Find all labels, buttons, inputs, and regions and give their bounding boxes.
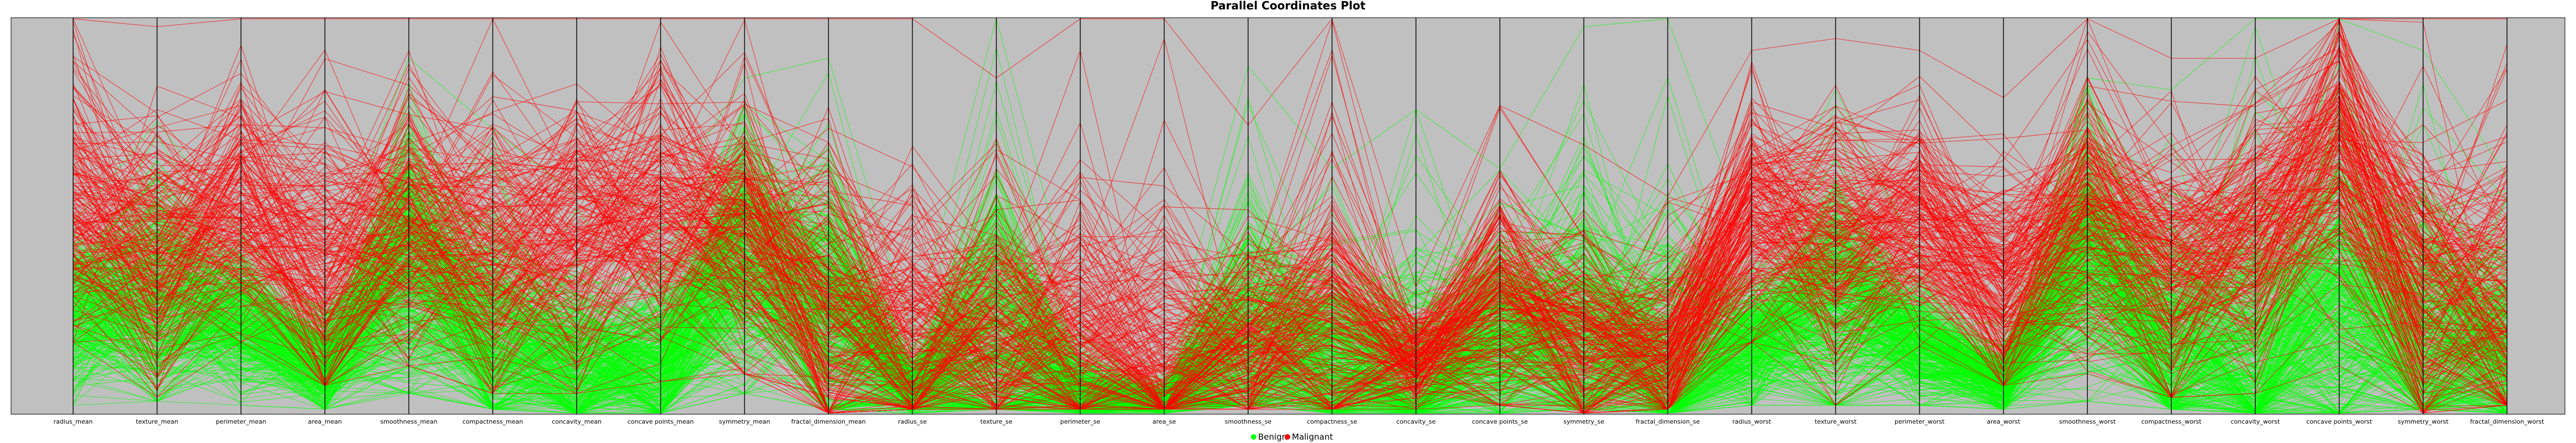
axis-label: compactness_se	[1307, 418, 1357, 425]
axis-label: radius_se	[898, 418, 927, 425]
axis-labels: radius_mean texture_mean perimeter_mean are…	[54, 418, 2544, 425]
legend-benign-label: Benign	[1258, 432, 1287, 442]
legend-benign-marker	[1251, 434, 1256, 440]
axis-label: texture_se	[981, 418, 1013, 425]
axis-label: concavity_mean	[552, 418, 602, 425]
axis-label: smoothness_se	[1225, 418, 1272, 425]
axis-label: smoothness_mean	[380, 418, 437, 425]
axis-label: perimeter_worst	[1895, 418, 1945, 425]
axis-label: perimeter_mean	[215, 418, 266, 425]
legend: Benign Malignant	[1251, 432, 1333, 442]
axis-label: symmetry_se	[1563, 418, 1604, 425]
axis-label: fractal_dimension_se	[1636, 418, 1700, 425]
axis-label: symmetry_worst	[2398, 418, 2449, 425]
axis-label: area_worst	[1987, 418, 2020, 425]
axis-label: concavity_se	[1397, 418, 1436, 425]
axis-label: concave points_worst	[2306, 418, 2373, 425]
legend-malignant-marker	[1285, 434, 1290, 440]
axis-label: radius_mean	[54, 418, 93, 425]
axis-label: compactness_worst	[2141, 418, 2202, 425]
legend-malignant-label: Malignant	[1292, 432, 1333, 442]
axis-label: concavity_worst	[2231, 418, 2280, 425]
axis-label: concave points_se	[1472, 418, 1528, 425]
axis-label: radius_worst	[1732, 418, 1771, 425]
axis-label: perimeter_se	[1060, 418, 1101, 425]
axis-label: symmetry_mean	[719, 418, 771, 425]
axis-label: texture_mean	[136, 418, 178, 425]
chart-title: Parallel Coordinates Plot	[1210, 0, 1366, 12]
axis-label: texture_worst	[1815, 418, 1857, 425]
axis-label: compactness_mean	[463, 418, 524, 425]
axis-label: area_mean	[308, 418, 342, 425]
axis-label: concave points_mean	[628, 418, 694, 425]
axis-label: area_se	[1152, 418, 1176, 425]
axis-label: smoothness_worst	[2059, 418, 2116, 425]
axis-label: fractal_dimension_mean	[791, 418, 865, 425]
axis-label: fractal_dimension_worst	[2470, 418, 2544, 425]
